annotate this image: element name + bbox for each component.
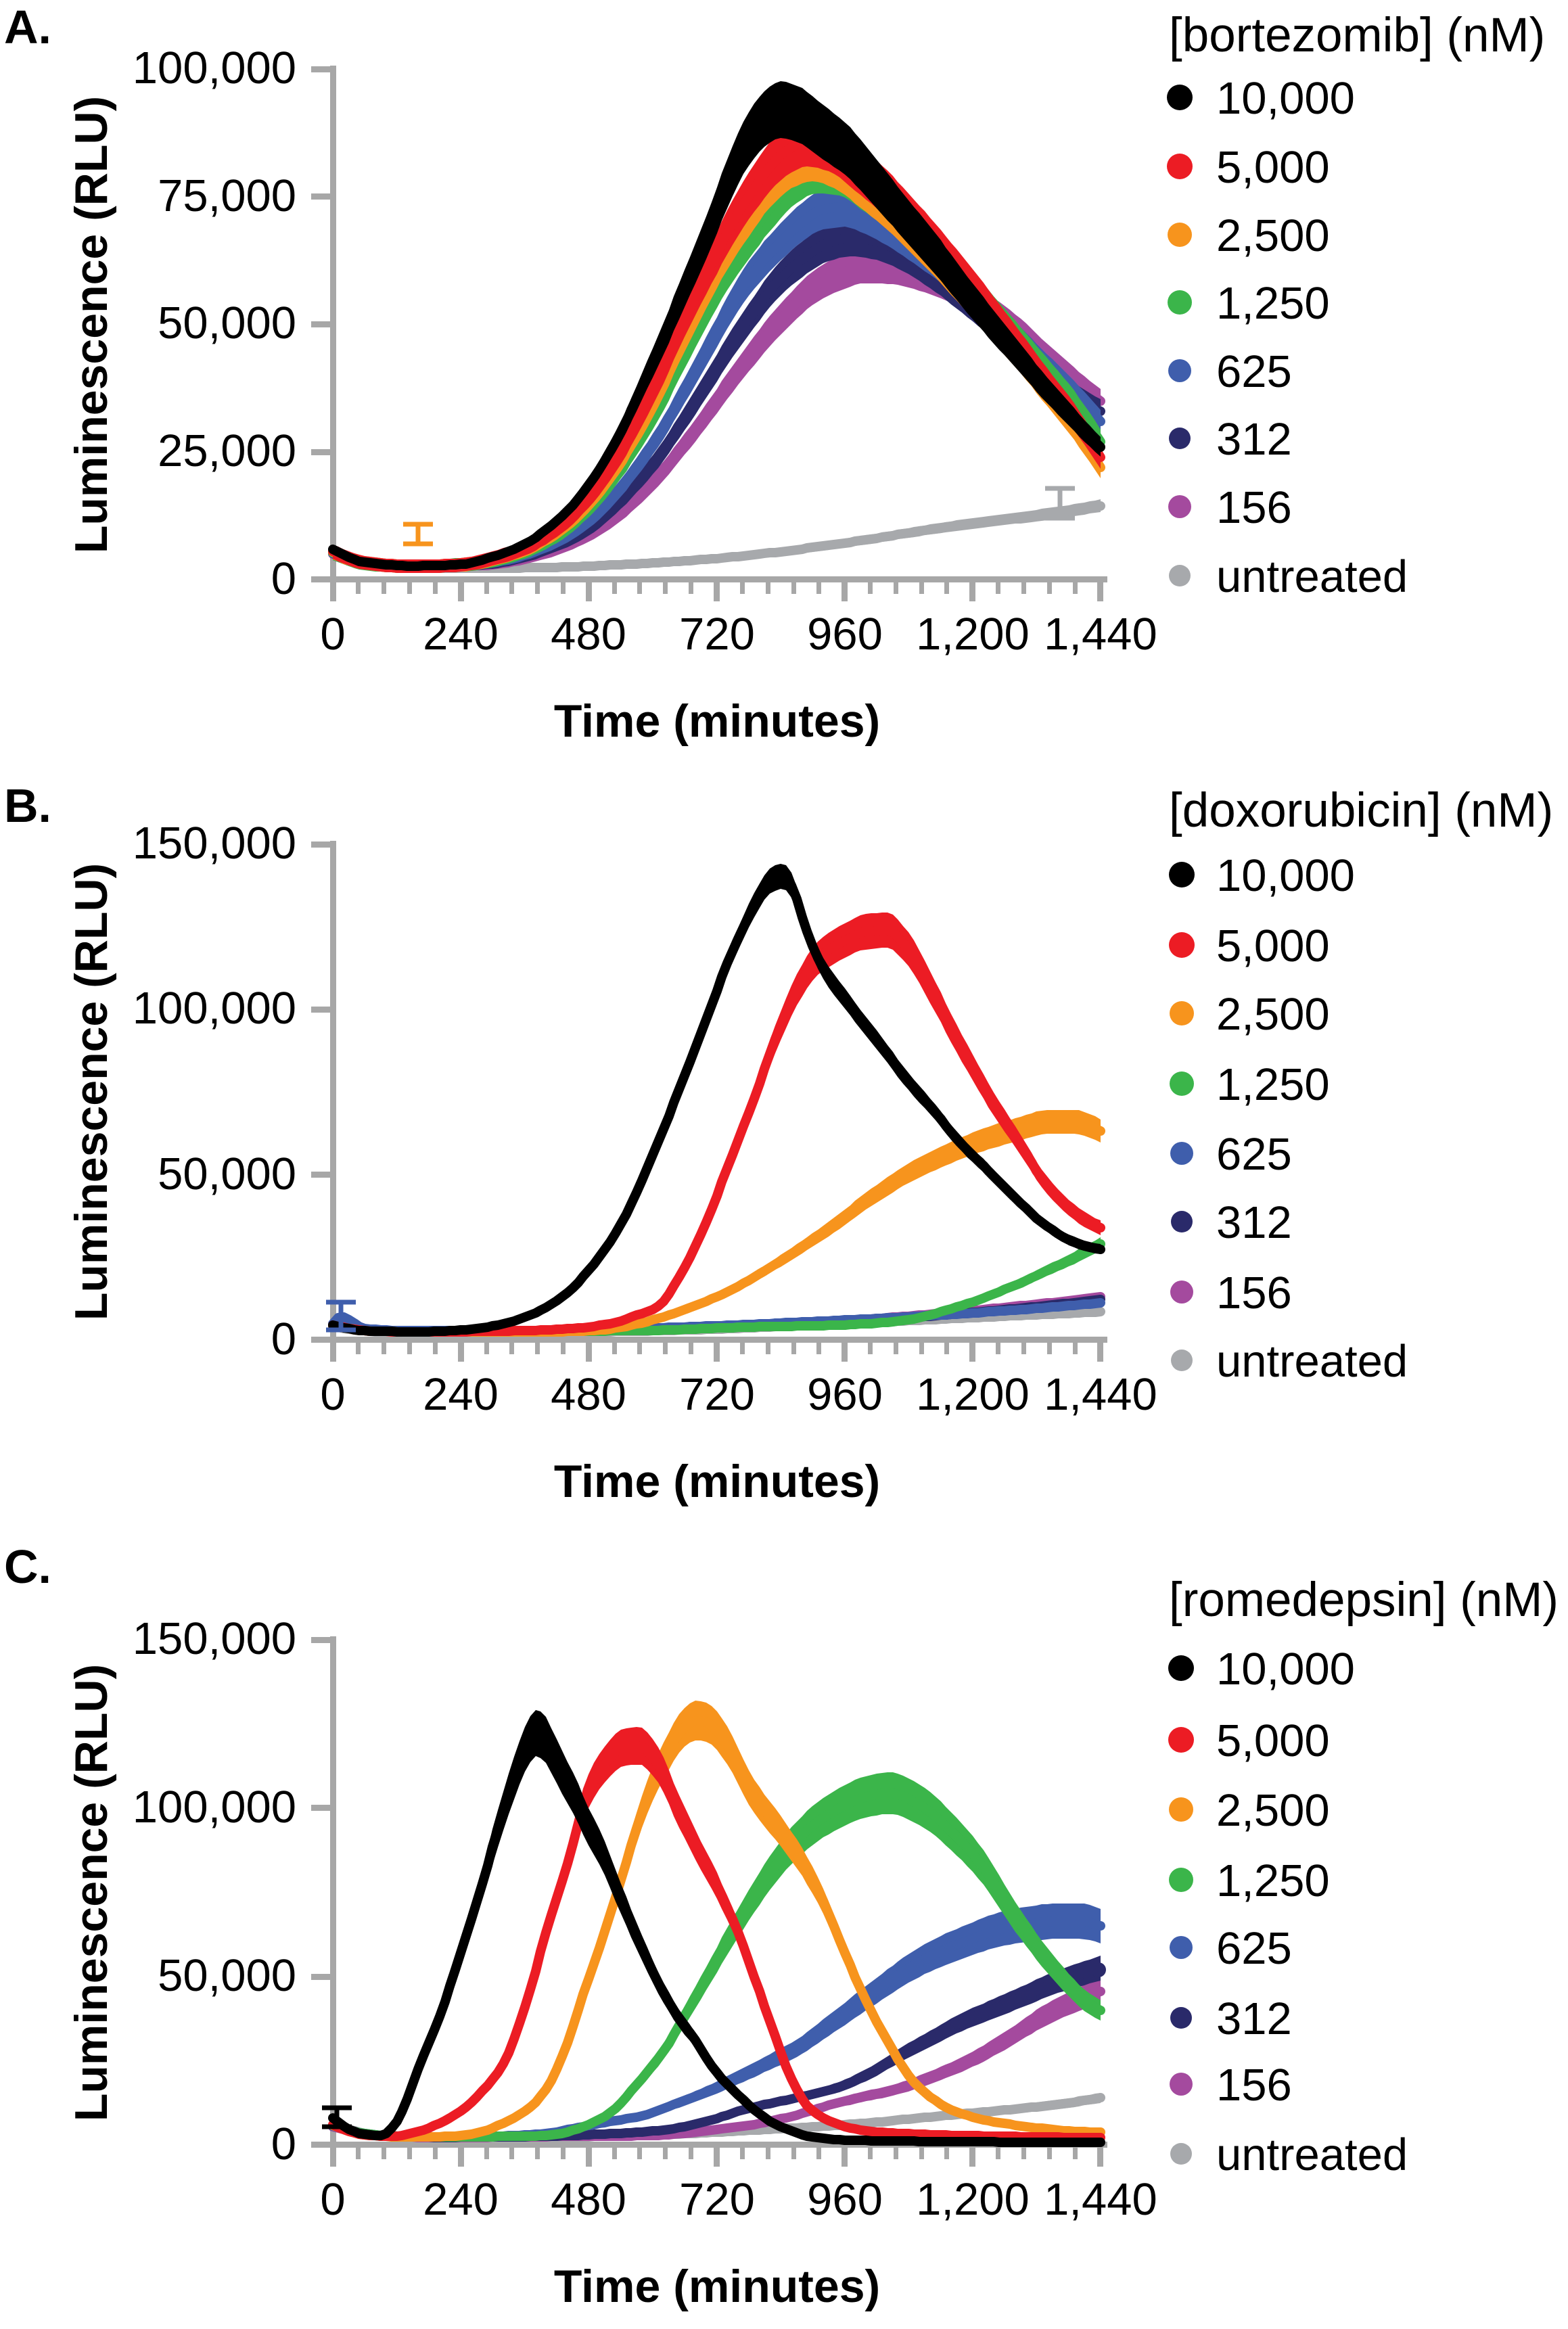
svg-text:[doxorubicin] (nM): [doxorubicin] (nM) — [1169, 784, 1553, 837]
svg-text:Luminescence (RLU): Luminescence (RLU) — [66, 863, 117, 1320]
svg-text:0: 0 — [271, 1314, 296, 1364]
svg-text:156: 156 — [1216, 1268, 1292, 1318]
svg-text:50,000: 50,000 — [158, 1950, 296, 2001]
svg-text:2,500: 2,500 — [1216, 210, 1330, 261]
svg-text:480: 480 — [551, 1369, 626, 1420]
svg-text:[bortezomib] (nM): [bortezomib] (nM) — [1169, 9, 1545, 62]
svg-text:25,000: 25,000 — [158, 425, 296, 476]
svg-text:100,000: 100,000 — [133, 43, 296, 93]
svg-text:10,000: 10,000 — [1216, 73, 1355, 124]
svg-text:240: 240 — [423, 1369, 499, 1420]
svg-text:1,440: 1,440 — [1044, 1369, 1157, 1420]
svg-text:Luminescence (RLU): Luminescence (RLU) — [66, 1664, 117, 2121]
svg-text:1,250: 1,250 — [1216, 1855, 1330, 1906]
svg-text:5,000: 5,000 — [1216, 1715, 1330, 1766]
svg-text:Luminescence (RLU): Luminescence (RLU) — [66, 96, 117, 553]
svg-text:150,000: 150,000 — [133, 818, 296, 869]
svg-text:2,500: 2,500 — [1216, 989, 1330, 1040]
svg-text:untreated: untreated — [1216, 2129, 1408, 2180]
svg-text:100,000: 100,000 — [133, 1782, 296, 1832]
svg-text:C.: C. — [4, 1540, 51, 1593]
svg-text:960: 960 — [807, 1369, 883, 1420]
svg-text:1,440: 1,440 — [1044, 2174, 1157, 2225]
svg-text:untreated: untreated — [1216, 1336, 1408, 1387]
svg-text:5,000: 5,000 — [1216, 142, 1330, 193]
svg-text:720: 720 — [679, 609, 755, 660]
svg-text:625: 625 — [1216, 1129, 1292, 1180]
svg-text:1,440: 1,440 — [1044, 609, 1157, 660]
svg-text:312: 312 — [1216, 414, 1292, 465]
svg-text:240: 240 — [423, 609, 499, 660]
svg-text:240: 240 — [423, 2174, 499, 2225]
svg-text:480: 480 — [551, 2174, 626, 2225]
svg-text:2,500: 2,500 — [1216, 1785, 1330, 1836]
svg-text:1,250: 1,250 — [1216, 278, 1330, 329]
svg-text:0: 0 — [320, 2174, 345, 2225]
svg-text:A.: A. — [4, 1, 51, 53]
svg-text:untreated: untreated — [1216, 551, 1408, 602]
svg-text:0: 0 — [320, 1369, 345, 1420]
svg-text:480: 480 — [551, 609, 626, 660]
svg-text:1,200: 1,200 — [916, 2174, 1030, 2225]
svg-text:1,250: 1,250 — [1216, 1059, 1330, 1110]
svg-text:5,000: 5,000 — [1216, 921, 1330, 971]
svg-text:312: 312 — [1216, 1197, 1292, 1248]
svg-text:960: 960 — [807, 2174, 883, 2225]
svg-text:625: 625 — [1216, 346, 1292, 397]
svg-text:10,000: 10,000 — [1216, 850, 1355, 901]
svg-text:625: 625 — [1216, 1923, 1292, 1974]
svg-text:50,000: 50,000 — [158, 298, 296, 348]
svg-text:10,000: 10,000 — [1216, 1644, 1355, 1694]
svg-text:100,000: 100,000 — [133, 983, 296, 1034]
svg-text:50,000: 50,000 — [158, 1149, 296, 1199]
svg-text:1,200: 1,200 — [916, 609, 1030, 660]
svg-text:156: 156 — [1216, 482, 1292, 533]
svg-text:Time (minutes): Time (minutes) — [554, 695, 880, 747]
svg-text:156: 156 — [1216, 2060, 1292, 2111]
svg-text:B.: B. — [4, 779, 51, 832]
svg-text:150,000: 150,000 — [133, 1613, 296, 1664]
svg-text:312: 312 — [1216, 1993, 1292, 2044]
svg-text:Time (minutes): Time (minutes) — [554, 2261, 880, 2312]
svg-text:1,200: 1,200 — [916, 1369, 1030, 1420]
svg-text:0: 0 — [271, 2119, 296, 2169]
svg-text:0: 0 — [320, 609, 345, 660]
svg-text:75,000: 75,000 — [158, 170, 296, 221]
svg-text:0: 0 — [271, 553, 296, 604]
svg-text:[romedepsin] (nM): [romedepsin] (nM) — [1169, 1573, 1559, 1627]
svg-text:720: 720 — [679, 1369, 755, 1420]
svg-text:720: 720 — [679, 2174, 755, 2225]
svg-text:960: 960 — [807, 609, 883, 660]
svg-text:Time (minutes): Time (minutes) — [554, 1456, 880, 1507]
